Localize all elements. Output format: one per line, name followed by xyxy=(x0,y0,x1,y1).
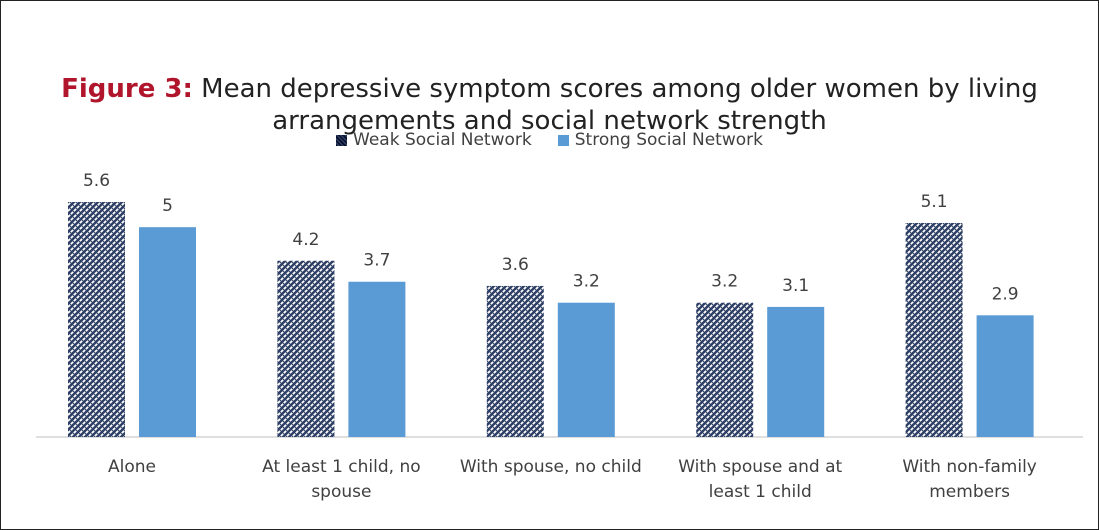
data-label-strong-4: 2.9 xyxy=(992,284,1019,304)
legend-label-strong: Strong Social Network xyxy=(574,130,763,150)
legend-swatch-weak xyxy=(336,134,348,146)
data-label-weak-2: 3.6 xyxy=(502,255,529,275)
category-label-4-line-1: members xyxy=(929,482,1010,502)
data-label-weak-3: 3.2 xyxy=(711,272,738,292)
bar-weak-1 xyxy=(277,260,335,437)
chart-legend: Weak Social Network Strong Social Networ… xyxy=(0,128,1099,152)
bar-strong-0 xyxy=(139,227,196,437)
chart-title-line-1: Figure 3: Mean depressive symptom scores… xyxy=(0,74,1099,104)
category-label-1-line-1: spouse xyxy=(311,482,371,502)
legend-item-strong: Strong Social Network xyxy=(557,130,763,150)
data-label-weak-1: 4.2 xyxy=(292,230,319,250)
category-label-4-line-0: With non-family xyxy=(902,457,1037,477)
chart-title-text-1: Mean depressive symptom scores among old… xyxy=(201,74,1038,104)
chart-title-line-2: arrangements and social network strength xyxy=(272,106,827,136)
category-label-1-line-0: At least 1 child, no xyxy=(262,457,421,477)
data-label-strong-2: 3.2 xyxy=(573,272,600,292)
legend-label-weak: Weak Social Network xyxy=(353,130,532,150)
legend-swatch-strong xyxy=(557,134,569,146)
bar-strong-1 xyxy=(348,281,406,437)
figure-label: Figure 3: xyxy=(61,74,193,104)
category-label-3-line-0: With spouse and at xyxy=(678,457,842,477)
bar-weak-4 xyxy=(905,222,963,437)
data-label-strong-1: 3.7 xyxy=(363,251,390,271)
bar-weak-0 xyxy=(68,202,125,437)
data-label-strong-3: 3.1 xyxy=(782,276,809,296)
bar-weak-3 xyxy=(696,302,754,437)
bar-strong-4 xyxy=(976,315,1034,437)
category-label-2-line-0: With spouse, no child xyxy=(460,457,642,477)
bar-weak-2 xyxy=(486,285,544,437)
bar-strong-3 xyxy=(767,306,825,437)
category-label-3-line-1: least 1 child xyxy=(709,482,812,502)
legend-item-weak: Weak Social Network xyxy=(336,130,532,150)
category-label-0-line-0: Alone xyxy=(108,457,156,477)
data-label-strong-0: 5 xyxy=(162,196,173,216)
data-label-weak-4: 5.1 xyxy=(921,192,948,212)
bar-strong-2 xyxy=(557,302,615,437)
data-label-weak-0: 5.6 xyxy=(83,171,110,191)
